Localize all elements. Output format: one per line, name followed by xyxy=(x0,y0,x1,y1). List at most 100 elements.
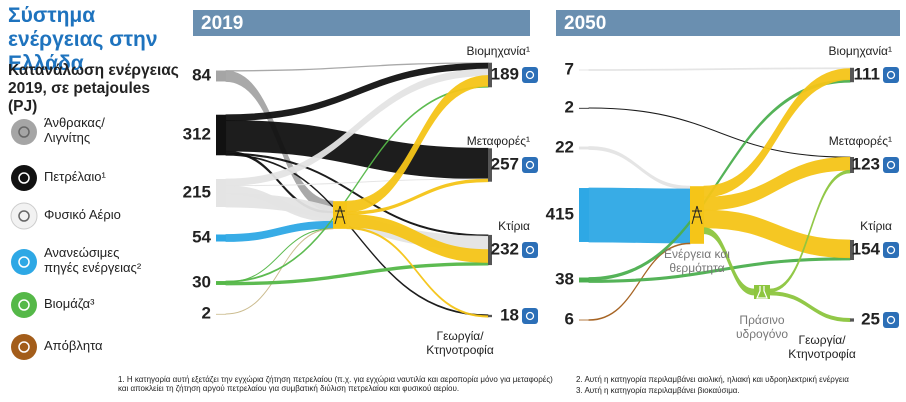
footnote: 3. Αυτή η κατηγορία περιλαμβάνει βιοκαύσ… xyxy=(576,386,740,395)
legend-icon xyxy=(11,119,37,145)
legend-label: Άνθρακας/ Λιγνίτης xyxy=(44,115,105,145)
legend-icon-ring xyxy=(18,126,30,138)
target-label: Μεταφορές¹ xyxy=(466,134,530,148)
flow xyxy=(589,282,850,319)
source-node xyxy=(579,107,589,109)
legend-label: Πετρέλαιο¹ xyxy=(44,169,106,184)
flow xyxy=(226,81,488,315)
target-icon xyxy=(522,67,538,83)
hydrogen-label: Πράσινο υδρογόνο xyxy=(735,313,789,341)
flow xyxy=(589,68,850,108)
flow xyxy=(225,262,489,286)
target-value: 25 xyxy=(861,309,880,328)
target-icon-glyph xyxy=(886,315,896,325)
target-icon-glyph xyxy=(886,245,896,255)
source-value: 6 xyxy=(565,309,574,328)
legend-icon xyxy=(10,202,38,230)
target-value: 154 xyxy=(852,239,881,258)
target-icon-glyph xyxy=(886,160,896,170)
source-value: 30 xyxy=(192,272,211,291)
source-value: 312 xyxy=(183,124,211,143)
source-node xyxy=(216,281,226,285)
source-node xyxy=(579,188,589,242)
legend-icon-ring xyxy=(18,341,30,353)
source-value: 7 xyxy=(565,59,574,78)
target-icon xyxy=(522,308,538,324)
target-icon-glyph xyxy=(525,70,535,80)
target-node xyxy=(850,67,854,83)
target-node xyxy=(488,234,492,266)
source-node xyxy=(216,179,226,207)
target-icon-glyph xyxy=(525,160,535,170)
source-value: 2 xyxy=(202,303,211,322)
target-value: 18 xyxy=(500,305,519,324)
target-label: Κτίρια xyxy=(498,219,530,233)
source-value: 38 xyxy=(555,269,574,288)
flow xyxy=(589,320,850,322)
target-node xyxy=(850,239,854,261)
legend-icon xyxy=(11,249,37,275)
source-node xyxy=(579,146,589,150)
legend-icon xyxy=(11,334,37,360)
legend-icon xyxy=(11,165,37,191)
target-node xyxy=(850,318,854,322)
target-label: Βιομηχανία¹ xyxy=(828,44,892,58)
target-label: Μεταφορές¹ xyxy=(828,134,892,148)
target-label: Κτίρια xyxy=(860,219,892,233)
source-value: 215 xyxy=(183,182,211,201)
flow xyxy=(589,108,850,240)
target-label: Γεωργία/ Κτηνοτροφία xyxy=(426,329,494,357)
target-icon xyxy=(883,312,899,328)
flow xyxy=(589,70,850,240)
source-value: 54 xyxy=(192,227,211,246)
conversion-node xyxy=(333,201,347,229)
legend-label: Απόβλητα xyxy=(44,338,103,353)
target-icon xyxy=(883,242,899,258)
source-node xyxy=(216,313,226,315)
legend-label: Φυσικό Αέριο xyxy=(44,207,121,222)
page-title: Σύστημα ενέργειας στην Ελλάδα xyxy=(8,4,158,76)
target-node xyxy=(488,62,492,88)
source-node xyxy=(579,277,589,283)
target-label: Γεωργία/ Κτηνοτροφία xyxy=(788,333,856,361)
hub-label: Ενέργεια και θερμότητα xyxy=(664,246,730,275)
flow xyxy=(346,226,489,318)
flask-icon xyxy=(756,286,768,299)
legend-icon-ring xyxy=(18,299,30,311)
target-icon xyxy=(522,242,538,258)
target-node xyxy=(488,314,492,318)
flow xyxy=(588,187,691,244)
target-value: 189 xyxy=(491,64,519,83)
pylon-icon xyxy=(691,205,703,225)
source-node xyxy=(216,70,226,82)
target-label: Βιομηχανία¹ xyxy=(466,44,530,58)
target-icon-glyph xyxy=(886,70,896,80)
target-value: 232 xyxy=(491,239,519,258)
legend-label: Βιομάζα³ xyxy=(44,296,95,311)
source-node xyxy=(579,69,589,71)
panel-title: 2019 xyxy=(201,13,243,34)
legend-icon-ring xyxy=(18,210,30,222)
panel-header xyxy=(556,10,900,36)
target-icon xyxy=(883,67,899,83)
source-node xyxy=(579,319,589,321)
target-icon-glyph xyxy=(525,245,535,255)
target-icon xyxy=(522,157,538,173)
subtitle: Κατανάλωση ενέργειας 2019, σε petajoules… xyxy=(8,62,179,115)
legend-icon-ring xyxy=(18,256,30,268)
legend-icon-ring xyxy=(18,172,30,184)
hydrogen-node xyxy=(754,285,770,299)
target-value: 111 xyxy=(854,64,881,83)
pylon-icon xyxy=(334,205,346,225)
source-value: 84 xyxy=(192,65,211,84)
source-node xyxy=(216,234,226,242)
footnote: 1. Η κατηγορία αυτή εξετάζει την εγχώρια… xyxy=(118,375,553,394)
legend-label: Ανανεώσιμες πηγές ενέργειας² xyxy=(44,245,142,275)
target-value: 123 xyxy=(852,154,880,173)
source-node xyxy=(216,114,226,156)
footnote: 2. Αυτή η κατηγορία περιλαμβάνει αιολική… xyxy=(576,375,849,384)
target-node xyxy=(850,157,854,173)
panel-title: 2050 xyxy=(564,13,606,34)
